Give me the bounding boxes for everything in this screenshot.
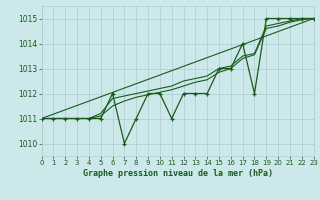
X-axis label: Graphe pression niveau de la mer (hPa): Graphe pression niveau de la mer (hPa): [83, 169, 273, 178]
